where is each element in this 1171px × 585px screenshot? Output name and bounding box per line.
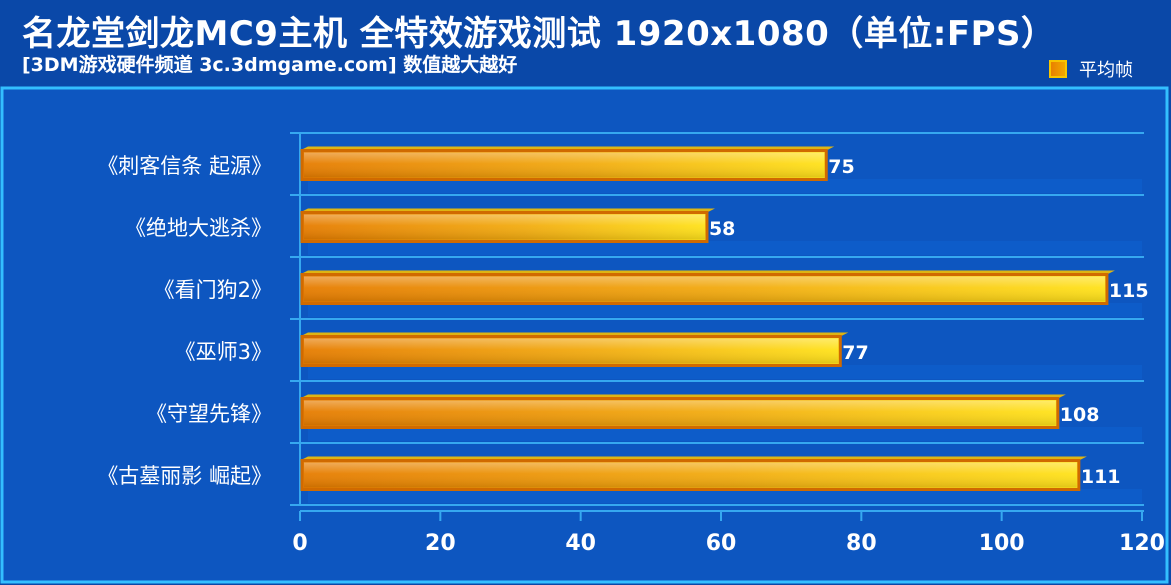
x-tick-label: 20 — [425, 531, 456, 556]
bar-shine — [304, 152, 825, 178]
x-tick-label: 60 — [706, 531, 737, 556]
category-label: 《看门狗2》 — [154, 278, 272, 302]
bar-shine — [304, 214, 705, 240]
category-label: 《刺客信条 起源》 — [97, 154, 272, 178]
bar-layer — [300, 146, 1115, 491]
x-tick-label: 120 — [1119, 531, 1165, 556]
legend: 平均帧 — [1049, 56, 1133, 82]
grid-layer — [300, 132, 1144, 506]
chart-subtitle: [3DM游戏硬件频道 3c.3dmgame.com] 数值越大越好 — [22, 54, 518, 76]
x-tick-label: 80 — [846, 531, 877, 556]
bar-shine — [304, 400, 1056, 426]
grid-floor — [308, 427, 1142, 441]
value-label: 75 — [828, 156, 854, 178]
category-label: 《古墓丽影 崛起》 — [97, 464, 272, 488]
value-label: 111 — [1081, 466, 1121, 488]
value-label: 58 — [709, 218, 735, 240]
bar-shine — [304, 276, 1105, 302]
category-label: 《绝地大逃杀》 — [125, 216, 272, 240]
grid-floor — [308, 489, 1142, 503]
grid-floor — [308, 179, 1142, 193]
grid-floor — [308, 365, 1142, 379]
category-label: 《守望先锋》 — [146, 402, 272, 426]
bar-shine — [304, 338, 839, 364]
legend-swatch — [1049, 60, 1067, 78]
chart-title: 名龙堂剑龙MC9主机 全特效游戏测试 1920x1080（单位:FPS） — [22, 14, 1056, 54]
grid-floor — [308, 241, 1142, 255]
category-label: 《巫师3》 — [175, 340, 272, 364]
value-label: 115 — [1109, 280, 1149, 302]
value-label: 108 — [1060, 404, 1100, 426]
label-layer: 0 20 40 60 80 100 120 《刺客信条 起源》 75 《绝地大逃杀》 58 《看门狗2… — [97, 154, 1165, 556]
value-label: 77 — [842, 342, 868, 364]
x-tick-label: 100 — [979, 531, 1025, 556]
bar-shine — [304, 462, 1077, 488]
grid-floor — [308, 303, 1142, 317]
x-tick-label: 0 — [292, 531, 307, 556]
axis-layer — [290, 132, 1144, 521]
x-tick-label: 40 — [565, 531, 596, 556]
legend-label: 平均帧 — [1079, 60, 1133, 81]
